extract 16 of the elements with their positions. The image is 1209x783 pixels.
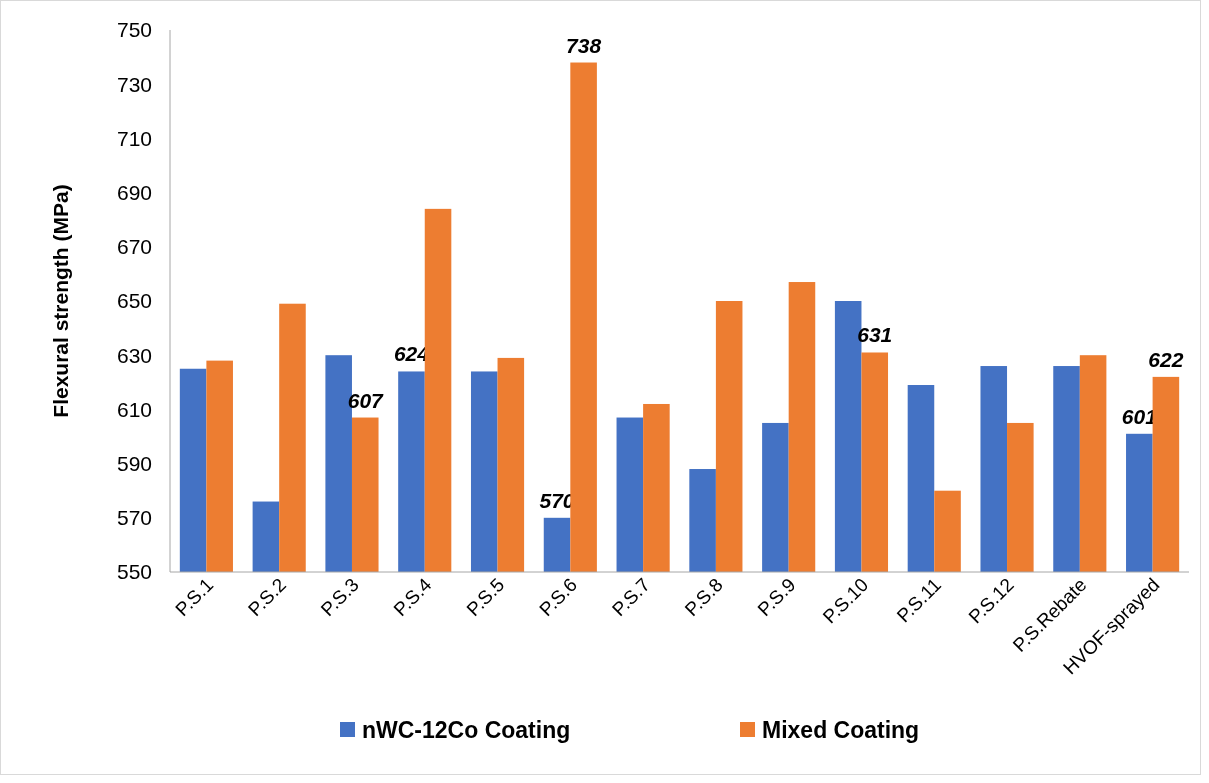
y-tick-label: 550 xyxy=(116,560,152,584)
y-tick-label: 570 xyxy=(116,506,152,530)
y-tick-label: 710 xyxy=(116,126,152,150)
legend-label: nWC-12Co Coating xyxy=(362,717,571,744)
y-tick-label: 670 xyxy=(116,235,152,259)
data-label: 738 xyxy=(566,33,602,57)
y-tick-label: 750 xyxy=(116,18,152,42)
y-tick-label: 610 xyxy=(116,397,152,421)
y-tick-label: 590 xyxy=(116,451,152,475)
y-tick-label: 690 xyxy=(116,180,152,204)
y-axis-title: Flexural strength (MPa) xyxy=(49,184,72,418)
y-tick-label: 650 xyxy=(116,289,152,313)
y-tick-label: 730 xyxy=(116,72,152,96)
y-tick-label: 630 xyxy=(116,343,152,367)
legend-label: Mixed Coating xyxy=(762,717,920,744)
data-label: 622 xyxy=(1148,347,1184,371)
